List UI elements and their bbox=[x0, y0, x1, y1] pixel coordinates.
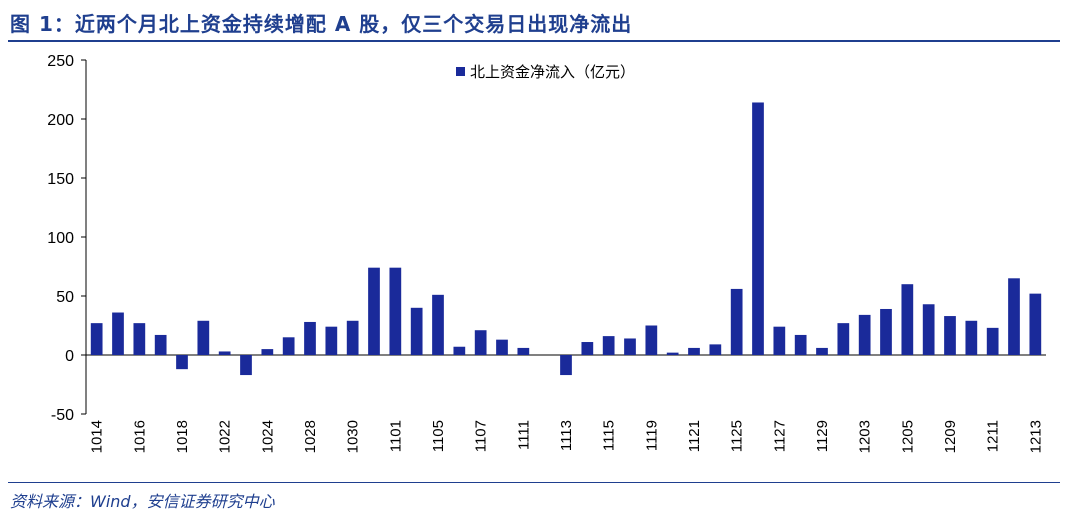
bars bbox=[90, 102, 1042, 376]
x-tick-label: 1024 bbox=[259, 420, 276, 453]
x-tick-label: 1018 bbox=[174, 420, 191, 453]
x-tick-label: 1014 bbox=[89, 420, 106, 453]
bar-1202 bbox=[837, 323, 850, 355]
y-tick-label: 100 bbox=[47, 230, 74, 247]
bar-1028 bbox=[304, 321, 316, 355]
bar-1120 bbox=[666, 352, 679, 355]
bar-1105 bbox=[432, 294, 444, 355]
bar-1017 bbox=[154, 334, 167, 355]
legend: 北上资金净流入（亿元） bbox=[456, 63, 635, 81]
y-axis: -50 0 50 100 150 200 250 bbox=[47, 53, 87, 424]
title-rule bbox=[8, 40, 1060, 42]
x-tick-label: 1209 bbox=[942, 420, 959, 453]
y-tick-label: 50 bbox=[56, 289, 74, 306]
bar-1128 bbox=[794, 334, 807, 355]
x-tick-label: 1129 bbox=[814, 420, 831, 452]
bar-1030 bbox=[346, 320, 359, 355]
bar-1102 bbox=[410, 307, 423, 355]
bar-1014 bbox=[90, 323, 103, 355]
y-tick-label: 200 bbox=[47, 112, 74, 129]
bar-1119 bbox=[645, 325, 658, 355]
x-tick-label: 1125 bbox=[729, 420, 746, 452]
bar-1108 bbox=[496, 339, 508, 355]
bar-1209 bbox=[944, 316, 956, 355]
x-tick-label: 1203 bbox=[857, 420, 874, 453]
bar-1213 bbox=[1029, 293, 1042, 355]
x-tick-label: 1030 bbox=[345, 420, 362, 453]
bar-1203 bbox=[858, 314, 871, 355]
bar-1107 bbox=[474, 330, 487, 355]
bar-1126 bbox=[752, 102, 764, 355]
bar-1111 bbox=[517, 347, 530, 355]
bar-1106 bbox=[453, 346, 466, 355]
y-tick-label: 0 bbox=[65, 348, 74, 365]
x-tick-label: 1127 bbox=[771, 420, 788, 452]
bar-1204 bbox=[880, 308, 892, 355]
legend-swatch bbox=[456, 67, 465, 76]
footer-rule bbox=[8, 482, 1060, 483]
bar-1025 bbox=[282, 337, 295, 355]
x-tick-label: 1028 bbox=[302, 420, 319, 453]
bar-1210 bbox=[965, 320, 978, 355]
bar-1031 bbox=[368, 267, 380, 355]
x-tick-label: 1211 bbox=[985, 420, 1002, 452]
x-tick-label: 1105 bbox=[430, 420, 447, 452]
bar-1024 bbox=[261, 349, 274, 355]
bar-1127 bbox=[773, 326, 786, 355]
x-tick-label: 1205 bbox=[899, 420, 916, 453]
bar-1211 bbox=[986, 327, 999, 355]
bar-1129 bbox=[816, 347, 828, 355]
x-tick-label: 1111 bbox=[515, 420, 532, 450]
bar-1114 bbox=[581, 342, 594, 355]
bar-1018 bbox=[176, 355, 188, 370]
x-tick-label: 1101 bbox=[387, 420, 404, 452]
y-tick-label: 150 bbox=[47, 171, 74, 188]
bar-1022 bbox=[218, 351, 231, 355]
x-tick-label: 1113 bbox=[558, 420, 575, 451]
y-tick-label: -50 bbox=[51, 407, 74, 424]
x-tick-label: 1016 bbox=[131, 420, 148, 453]
bar-1206 bbox=[922, 304, 935, 355]
legend-label: 北上资金净流入（亿元） bbox=[470, 63, 635, 81]
x-tick-label: 1022 bbox=[217, 420, 234, 453]
source-note: 资料来源：Wind，安信证券研究中心 bbox=[10, 492, 275, 511]
bar-1125 bbox=[730, 288, 743, 355]
bar-1023 bbox=[240, 355, 252, 376]
x-tick-label: 1121 bbox=[686, 420, 703, 452]
bar-1015 bbox=[112, 312, 124, 355]
bar-1115 bbox=[602, 336, 615, 355]
bar-1016 bbox=[133, 323, 146, 355]
bar-1122 bbox=[709, 344, 722, 355]
bar-1205 bbox=[901, 284, 914, 355]
bar-1116 bbox=[624, 338, 636, 355]
x-axis: 1014 1016 1018 1022 1024 1028 1030 1101 1105 1107… bbox=[86, 354, 1046, 453]
x-tick-label: 1107 bbox=[473, 420, 490, 452]
bar-1019 bbox=[197, 320, 210, 355]
x-tick-label: 1213 bbox=[1027, 420, 1044, 453]
bar-1029 bbox=[325, 326, 338, 355]
x-tick-label: 1115 bbox=[601, 420, 618, 451]
figure-title: 图 1：近两个月北上资金持续增配 A 股，仅三个交易日出现净流出 bbox=[10, 12, 633, 36]
bar-1101 bbox=[389, 267, 402, 355]
bar-1121 bbox=[688, 347, 700, 355]
x-tick-label: 1119 bbox=[643, 420, 660, 451]
y-tick-label: 250 bbox=[47, 53, 74, 70]
bar-1113 bbox=[560, 355, 572, 376]
bar-1212 bbox=[1008, 278, 1020, 355]
